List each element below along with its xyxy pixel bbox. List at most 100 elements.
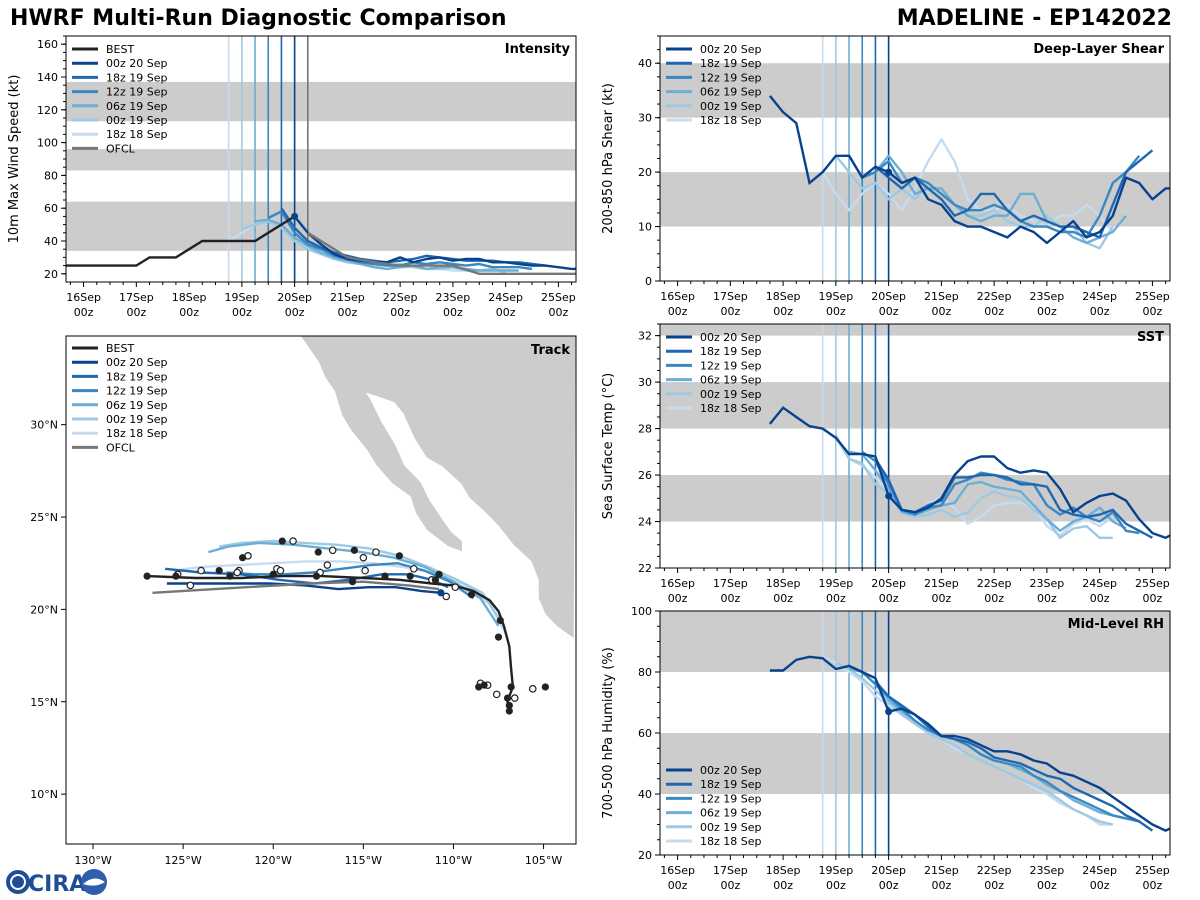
x-tick-label: 22Sep: [977, 864, 1012, 877]
best-line: [768, 406, 890, 497]
legend-label: 18z 18 Sep: [106, 128, 168, 141]
filled-marker: [467, 591, 476, 599]
y-tick-label: 20: [638, 849, 652, 862]
legend-label: 18z 18 Sep: [106, 427, 168, 440]
x-tick-label: 00z: [984, 305, 1004, 318]
open-marker: [410, 564, 418, 573]
filled-marker: [314, 548, 322, 556]
panel-label: Track: [531, 343, 570, 358]
run-track: [173, 560, 507, 634]
x-tick-label: 00z: [984, 592, 1004, 605]
x-tick-label: 23Sep: [436, 291, 471, 304]
x-tick-label: 18Sep: [172, 291, 207, 304]
current-point: [291, 212, 299, 220]
legend-label: 18z 19 Sep: [106, 370, 168, 383]
best-marker: [172, 572, 180, 580]
panel-label: SST: [1137, 330, 1164, 345]
legend-label: 06z 19 Sep: [700, 807, 762, 820]
x-tick-label: 18Sep: [766, 577, 801, 590]
x-tick-label: 20Sep: [871, 577, 906, 590]
best-line: [66, 215, 296, 267]
threshold-band: [660, 382, 1170, 429]
legend-label: 12z 19 Sep: [106, 385, 168, 398]
legend-label: 12z 19 Sep: [700, 792, 762, 805]
lon-tick-label: 120°W: [255, 854, 292, 867]
legend-label: 18z 18 Sep: [700, 402, 762, 415]
x-tick-label: 00z: [879, 305, 899, 318]
x-tick-label: 00z: [1143, 592, 1163, 605]
x-tick-label: 00z: [1143, 305, 1163, 318]
lon-tick-label: 125°W: [164, 854, 201, 867]
legend-label: 00z 19 Sep: [700, 100, 762, 113]
x-tick-label: 22Sep: [383, 291, 418, 304]
legend-label: 12z 19 Sep: [700, 359, 762, 372]
filled-marker: [494, 633, 503, 641]
x-tick-label: 00z: [931, 305, 951, 318]
x-tick-label: 17Sep: [713, 290, 748, 303]
x-tick-label: 00z: [668, 592, 688, 605]
plot-area: [660, 324, 1170, 568]
logo-globe-icon: [6, 870, 30, 894]
x-tick-label: 19Sep: [818, 864, 853, 877]
storm-title: MADELINE - EP142022: [896, 6, 1172, 31]
y-tick-label: 40: [44, 235, 58, 248]
open-marker: [323, 561, 332, 569]
x-tick-label: 17Sep: [713, 864, 748, 877]
run-track: [218, 539, 502, 622]
x-tick-label: 00z: [720, 305, 740, 318]
filled-marker: [278, 537, 286, 545]
x-tick-label: 00z: [74, 306, 94, 319]
best-line: [769, 655, 890, 713]
legend-label: 18z 18 Sep: [700, 114, 762, 127]
lon-tick-label: 105°W: [525, 854, 562, 867]
lat-tick-label: 15°N: [30, 696, 58, 709]
x-tick-label: 21Sep: [924, 864, 959, 877]
x-tick-label: 00z: [390, 306, 410, 319]
best-marker: [406, 572, 414, 580]
x-tick-label: 00z: [1090, 879, 1110, 892]
x-tick-label: 00z: [931, 592, 951, 605]
x-tick-label: 16Sep: [660, 577, 695, 590]
run-track: [166, 582, 441, 594]
best-marker: [348, 578, 357, 586]
plot-area: [66, 36, 576, 282]
y-tick-label: 30: [638, 112, 652, 125]
y-tick-label: 160: [37, 38, 58, 51]
best-marker: [480, 681, 488, 689]
x-tick-label: 17Sep: [713, 577, 748, 590]
y-tick-label: 60: [638, 727, 652, 740]
y-tick-label: 60: [44, 202, 58, 215]
best-marker: [381, 572, 389, 580]
x-tick-label: 23Sep: [1030, 290, 1065, 303]
best-marker: [505, 707, 513, 715]
x-tick-label: 00z: [773, 592, 793, 605]
map-frame: [65, 335, 577, 845]
legend-label: 00z 20 Sep: [106, 356, 168, 369]
open-marker: [328, 546, 337, 555]
lon-tick-label: 110°W: [435, 854, 472, 867]
series-line: [874, 680, 1154, 832]
x-tick-label: 19Sep: [224, 291, 259, 304]
x-tick-label: 00z: [1090, 592, 1110, 605]
legend-label: OFCL: [106, 441, 136, 454]
threshold-band: [66, 81, 576, 122]
land-mass: [299, 336, 576, 640]
legend-label: BEST: [106, 43, 134, 56]
legend-label: 00z 20 Sep: [106, 57, 168, 70]
x-tick-label: 00z: [668, 879, 688, 892]
x-tick-label: 24Sep: [1082, 577, 1117, 590]
x-tick-label: 00z: [1037, 305, 1057, 318]
legend-label: 00z 20 Sep: [700, 331, 762, 344]
x-tick-label: 00z: [720, 879, 740, 892]
panel-label: Mid-Level RH: [1068, 617, 1164, 632]
legend-label: 12z 19 Sep: [106, 86, 168, 99]
open-marker: [528, 685, 537, 693]
open-marker: [492, 690, 501, 699]
filled-marker: [215, 567, 223, 575]
best-line: [768, 95, 890, 186]
filled-marker: [350, 546, 358, 554]
y-tick-label: 22: [638, 562, 652, 575]
filled-marker: [505, 701, 513, 710]
y-tick-label: 10: [638, 221, 652, 234]
